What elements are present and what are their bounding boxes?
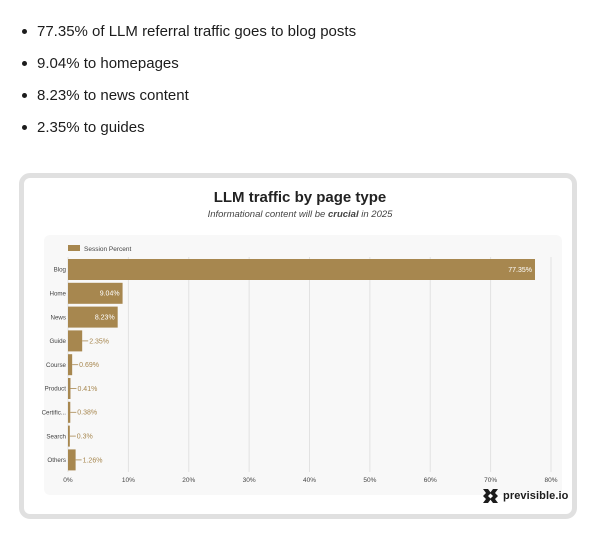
chart-title: LLM traffic by page type	[213, 189, 387, 206]
bullet-item: 8.23% to news content	[0, 80, 600, 112]
data-label: 9.04%	[100, 291, 120, 298]
bar	[68, 354, 73, 376]
category-label: Search	[46, 433, 66, 440]
bar	[68, 425, 70, 447]
x-tick-label: 0%	[63, 477, 73, 484]
data-label: 1.26%	[83, 457, 103, 464]
brand-name: previsible.io	[503, 490, 569, 502]
category-label: News	[51, 314, 66, 321]
bullet-item: 2.35% to guides	[0, 112, 600, 144]
x-tick-label: 20%	[182, 477, 195, 484]
bar	[68, 306, 118, 328]
brand-logo: previsible.io	[482, 488, 569, 504]
bar	[68, 259, 536, 280]
data-label: 77.35%	[508, 267, 532, 274]
bar	[68, 401, 71, 423]
category-label: Product	[45, 386, 67, 393]
x-tick-label: 50%	[363, 477, 376, 484]
category-label: Guide	[49, 338, 66, 345]
category-label: Blog	[54, 267, 67, 274]
x-tick-label: 10%	[122, 477, 135, 484]
data-label: 0.3%	[77, 434, 93, 441]
category-label: Others	[47, 457, 66, 464]
previsible-logo-icon	[483, 489, 498, 503]
x-tick-label: 30%	[243, 477, 256, 484]
chart-subtitle: Informational content will be crucial in…	[0, 209, 600, 220]
subtitle-emphasis: crucial	[327, 209, 359, 220]
data-label: 0.38%	[77, 410, 97, 417]
bar	[68, 282, 123, 304]
x-tick-label: 70%	[484, 477, 497, 484]
bullet-item: 77.35% of LLM referral traffic goes to b…	[0, 16, 600, 48]
category-label: Certific...	[42, 410, 67, 417]
category-label: Home	[49, 291, 66, 298]
data-label: 0.69%	[79, 362, 99, 369]
legend-swatch	[68, 245, 80, 251]
subtitle-text: Informational content will be	[207, 209, 328, 220]
bullet-item: 9.04% to homepages	[0, 48, 600, 80]
data-label: 2.35%	[89, 338, 109, 345]
x-tick-label: 40%	[303, 477, 316, 484]
bar	[68, 330, 83, 352]
subtitle-text-end: in 2025	[358, 209, 393, 220]
category-label: Course	[46, 362, 67, 369]
data-label: 8.23%	[95, 315, 115, 322]
x-tick-label: 60%	[424, 477, 437, 484]
legend-label: Session Percent	[84, 246, 132, 253]
bar	[68, 449, 76, 471]
data-label: 0.41%	[77, 386, 97, 393]
x-tick-label: 80%	[544, 477, 557, 484]
bar	[68, 378, 71, 399]
bullet-list: 77.35% of LLM referral traffic goes to b…	[0, 16, 600, 144]
